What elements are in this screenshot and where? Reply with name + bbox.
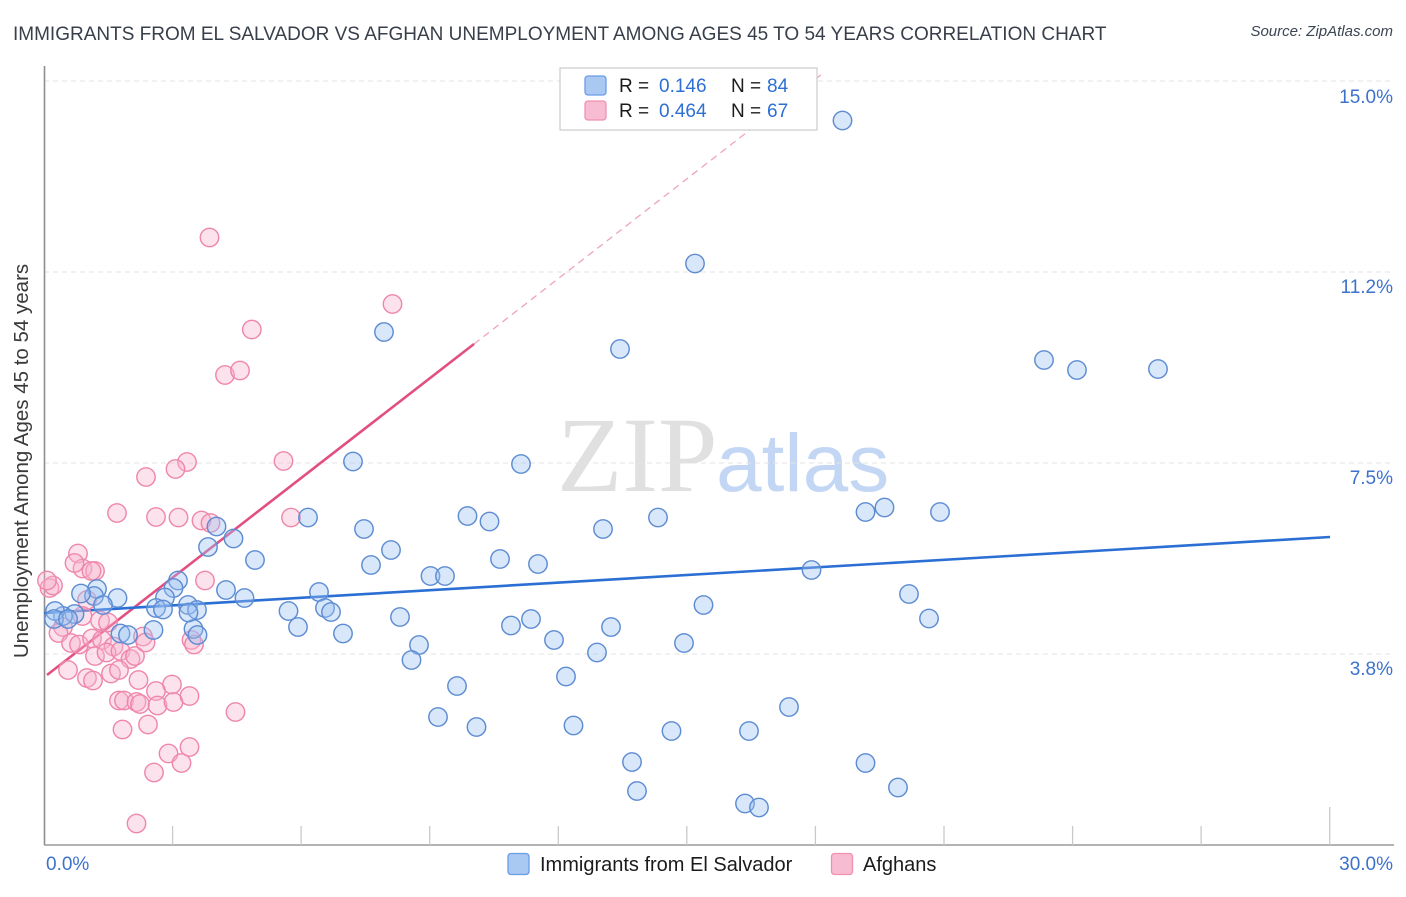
- svg-text:0.146: 0.146: [659, 76, 707, 97]
- svg-text:15.0%: 15.0%: [1339, 87, 1393, 108]
- svg-text:7.5%: 7.5%: [1350, 468, 1393, 489]
- svg-text:R =: R =: [619, 76, 649, 97]
- svg-text:67: 67: [767, 101, 788, 122]
- svg-text:R =: R =: [619, 101, 649, 122]
- svg-text:0.464: 0.464: [659, 101, 707, 122]
- svg-text:84: 84: [767, 76, 789, 97]
- svg-text:Afghans: Afghans: [863, 854, 936, 876]
- svg-text:N =: N =: [731, 101, 761, 122]
- svg-text:Unemployment Among Ages 45 to: Unemployment Among Ages 45 to 54 years: [10, 264, 33, 658]
- svg-text:N =: N =: [731, 76, 761, 97]
- svg-text:ZIP: ZIP: [557, 397, 718, 515]
- svg-text:30.0%: 30.0%: [1339, 854, 1393, 875]
- svg-text:Source: ZipAtlas.com: Source: ZipAtlas.com: [1250, 23, 1393, 40]
- svg-text:0.0%: 0.0%: [46, 854, 89, 875]
- svg-text:IMMIGRANTS FROM EL SALVADOR VS: IMMIGRANTS FROM EL SALVADOR VS AFGHAN UN…: [13, 24, 1107, 45]
- svg-text:3.8%: 3.8%: [1350, 659, 1393, 680]
- svg-text:11.2%: 11.2%: [1341, 277, 1394, 298]
- svg-text:Immigrants from El Salvador: Immigrants from El Salvador: [540, 854, 793, 876]
